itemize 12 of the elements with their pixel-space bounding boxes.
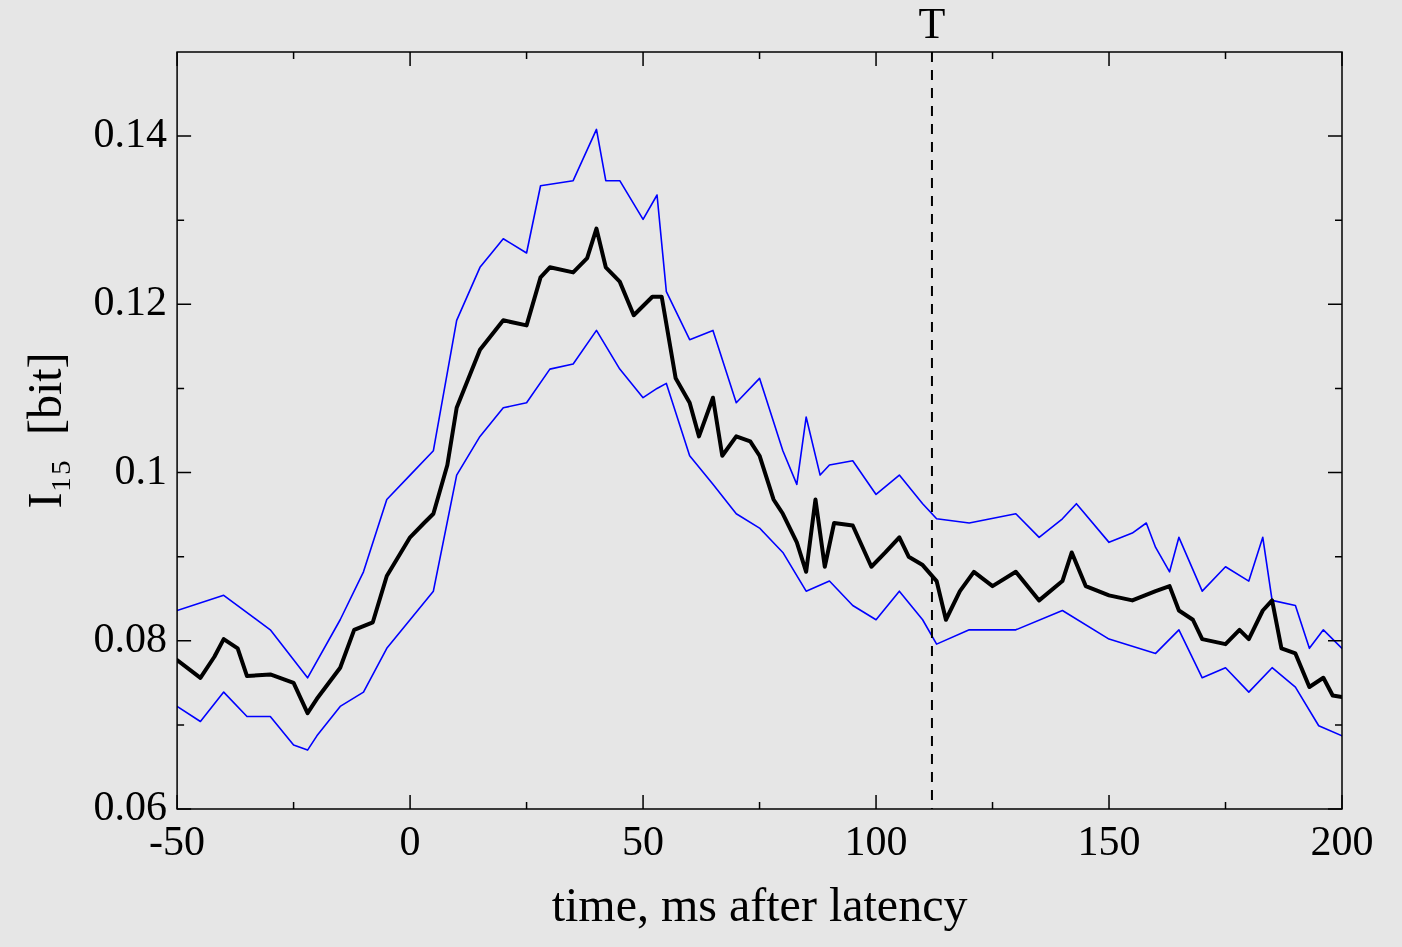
- y-tick-label: 0.12: [93, 278, 168, 325]
- x-tick-label: 100: [844, 818, 908, 865]
- x-tick-label: 150: [1077, 818, 1141, 865]
- y-tick-label: 0.08: [93, 614, 168, 661]
- x-tick-label: 200: [1310, 818, 1374, 865]
- y-axis-title: I₁₅ [bit]: [18, 352, 72, 509]
- y-tick-label: 0.14: [93, 110, 168, 157]
- x-axis-title: time, ms after latency: [551, 877, 968, 931]
- y-tick-label: 0.1: [114, 446, 168, 493]
- x-tick-label: 0: [399, 818, 421, 865]
- ref-line-label: T: [918, 0, 946, 48]
- x-tick-label: 50: [622, 818, 665, 865]
